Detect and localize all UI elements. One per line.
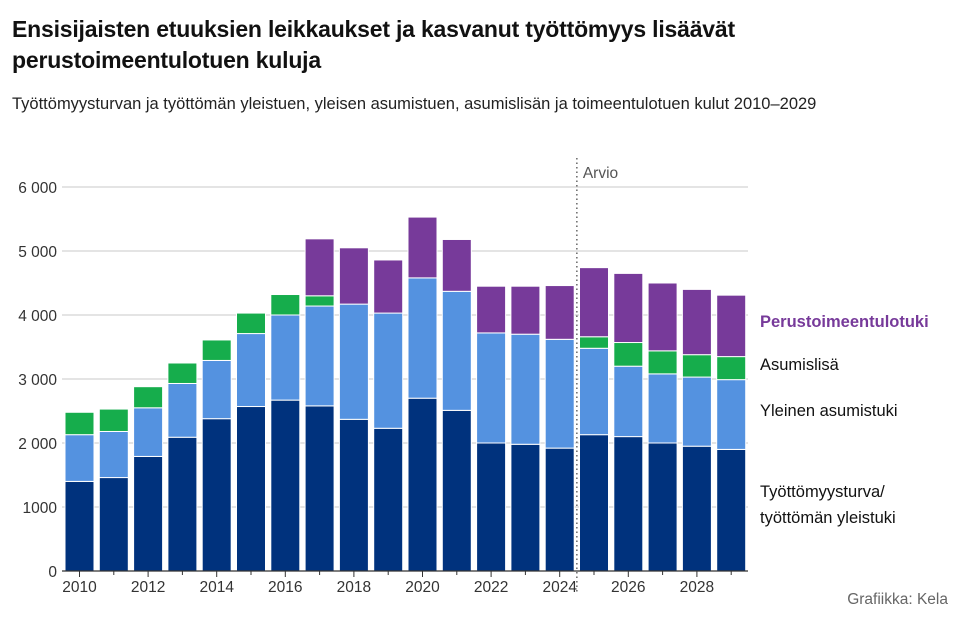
bar-segment — [373, 427, 404, 572]
bar-segment — [544, 447, 575, 572]
bar-segment — [613, 436, 644, 572]
bar-segment — [64, 434, 95, 482]
bar-segment — [167, 436, 198, 572]
x-tick-label: 2014 — [199, 579, 234, 596]
bar-segment — [270, 314, 301, 401]
bar-segment — [716, 448, 747, 572]
bar-segment — [647, 350, 678, 375]
axes: 0 1000 2 000 3 000 4 000 5 000 6 000 2010 2012 20… — [18, 158, 748, 596]
legend-label: Yleinen asumistuki — [760, 402, 898, 420]
bar-segment — [338, 303, 369, 420]
bar-segment — [167, 362, 198, 384]
x-tick-label: 2028 — [680, 579, 714, 596]
bar-segment — [544, 338, 575, 449]
bar-segment — [441, 290, 472, 411]
legend: Työttömyysturva/työttömän yleistuki Ylein… — [760, 313, 929, 527]
bar-segment — [64, 480, 95, 572]
y-tick-label: 1000 — [23, 500, 58, 517]
bar-segment — [476, 332, 507, 444]
bar-segment — [613, 342, 644, 367]
legend-label: työttömän yleistuki — [760, 509, 896, 527]
legend-label: Perustoimeentulotuki — [760, 313, 929, 331]
bar-segment — [407, 277, 438, 399]
y-tick-label: 2 000 — [18, 436, 57, 453]
bar-segment — [201, 418, 232, 572]
bar-segment — [270, 399, 301, 572]
legend-label: Työttömyysturva/ — [760, 483, 885, 501]
bar-segment — [201, 339, 232, 361]
bar-segment — [338, 247, 369, 305]
bar-segment — [270, 294, 301, 316]
bar-segment — [579, 434, 609, 572]
bar-segment — [236, 312, 266, 335]
bar-segment — [510, 443, 541, 572]
credit-label: Grafiikka: Kela — [847, 591, 948, 608]
bar-segment — [304, 305, 335, 407]
legend-label: Asumislisä — [760, 356, 840, 374]
bar-segment — [544, 285, 575, 340]
bar-segment — [133, 386, 164, 409]
bar-segment — [510, 285, 541, 335]
y-tick-label: 6 000 — [18, 180, 57, 197]
bar-segment — [98, 408, 129, 432]
x-tick-label: 2026 — [611, 579, 645, 596]
bar-segment — [167, 382, 198, 438]
bar-segment — [647, 442, 678, 572]
x-tick-label: 2022 — [474, 579, 508, 596]
bar-segment — [98, 430, 129, 479]
chart-title: Ensisijaisten etuuksien leikkaukset ja k… — [12, 16, 735, 73]
bar-segment — [681, 376, 712, 447]
x-tick-label: 2020 — [405, 579, 440, 596]
bar-segment — [579, 267, 609, 338]
bar-segment — [681, 288, 712, 356]
bar-segment — [133, 455, 164, 572]
bar-segment — [201, 359, 232, 420]
bar-segment — [681, 445, 712, 572]
bar-segment — [613, 365, 644, 438]
bar-segment — [476, 285, 507, 334]
bar-segment — [373, 312, 404, 429]
y-tick-label: 3 000 — [18, 372, 57, 389]
bar-segment — [338, 418, 369, 572]
x-tick-label: 2024 — [542, 579, 577, 596]
y-tick-label: 0 — [48, 564, 57, 581]
bar-segment — [98, 477, 129, 572]
bar-segment — [133, 407, 164, 457]
chart-subtitle: Työttömyysturvan ja työttömän yleistuen,… — [12, 95, 817, 113]
bar-segment — [681, 354, 712, 378]
bar-segment — [510, 333, 541, 445]
bar-segment — [647, 282, 678, 352]
bar-segment — [373, 259, 404, 314]
bar-segment — [407, 397, 438, 572]
y-tick-label: 4 000 — [18, 308, 57, 325]
bar-segment — [716, 294, 747, 358]
bar-segment — [236, 333, 266, 408]
bar-segment — [716, 356, 747, 381]
x-tick-label: 2018 — [337, 579, 371, 596]
bar-segment — [441, 238, 472, 292]
bar-segment — [716, 379, 747, 450]
bar-segment — [304, 405, 335, 572]
bars — [64, 216, 747, 572]
bar-segment — [579, 347, 609, 436]
bar-segment — [304, 238, 335, 297]
bar-segment — [236, 406, 266, 572]
bar-segment — [579, 336, 609, 349]
bar-segment — [647, 373, 678, 444]
bar-segment — [476, 442, 507, 572]
x-tick-label: 2016 — [268, 579, 302, 596]
bar-segment — [407, 216, 438, 279]
y-tick-label: 5 000 — [18, 244, 57, 261]
bar-segment — [64, 411, 95, 436]
x-tick-label: 2010 — [62, 579, 97, 596]
x-tick-label: 2012 — [131, 579, 165, 596]
bar-segment — [304, 295, 335, 307]
bar-segment — [613, 272, 644, 344]
estimate-label: Arvio — [583, 165, 618, 182]
bar-segment — [441, 409, 472, 572]
gridlines — [62, 186, 748, 508]
